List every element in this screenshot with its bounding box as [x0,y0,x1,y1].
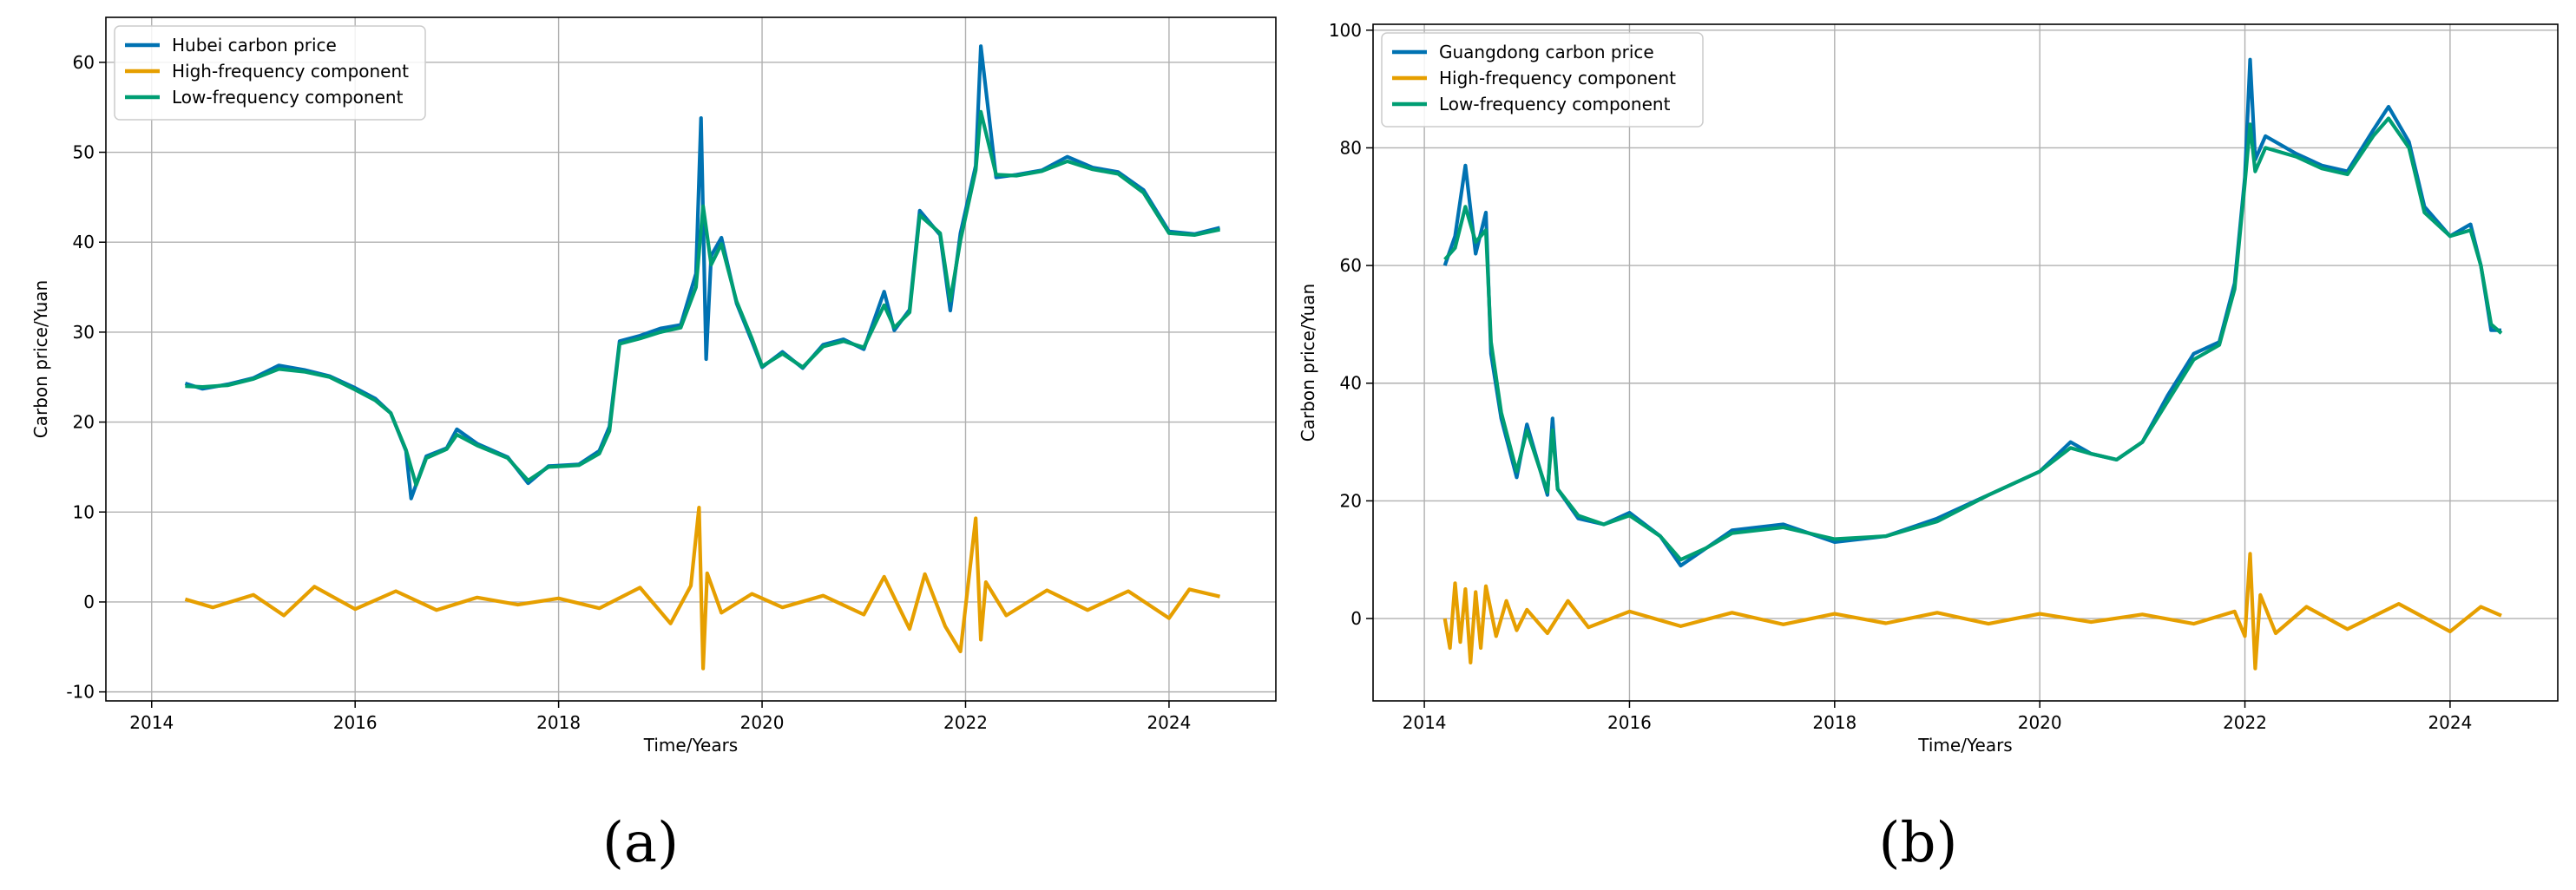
panel-b-legend-label-high: High-frequency component [1439,68,1676,88]
panel-b-xtick-label-4: 2022 [2223,712,2267,733]
panel-a-xlabel: Time/Years [643,735,738,756]
panel-b-xtick-label-1: 2016 [1607,712,1652,733]
panel-b-legend-box [1381,32,1704,128]
panel-a-legend: Hubei carbon price High-frequency compone… [114,25,426,121]
panel-a-xtick-label-0: 2014 [129,712,174,733]
panel-a-xtick-label-3: 2020 [740,712,785,733]
panel-b-legend: Guangdong carbon price High-frequency com… [1381,32,1704,128]
panel-a-ytick-label-1: 0 [83,592,95,612]
panel-b-legend-label-price: Guangdong carbon price [1439,42,1654,62]
panel-a-xtick-label-1: 2016 [333,712,378,733]
panel-b-ytick-label-0: 0 [1350,608,1362,629]
panel-b-series-price-line [1442,57,2501,568]
panel-b-legend-label-low: Low-frequency component [1439,94,1671,115]
panel-a-ytick-label-7: 60 [73,52,95,73]
panel-b-ytick-label-3: 60 [1340,255,1362,276]
panel-b-xlabel: Time/Years [1917,735,2012,756]
panel-b-axes-frame [1372,23,2559,702]
panel-a-ytick-label-5: 40 [73,232,95,252]
panel-b-ytick-label-1: 20 [1340,490,1362,511]
panel-b-caption: (b) [1879,811,1958,875]
panel-b-series-high-line [1442,552,2502,671]
panel-b-xtick-label-3: 2020 [2018,712,2062,733]
panel-a: (a) 2014 2016 2018 2020 2022 2024 -10 0 10 20 30 40… [30,16,1277,875]
panel-a-xtick-label-4: 2022 [943,712,988,733]
panel-b-ytick-label-4: 80 [1340,137,1362,158]
panel-a-legend-label-low: Low-frequency component [172,87,404,108]
panel-b: (b) 2014 2016 2018 2020 2022 2024 0 20 40 60 80 100… [1298,20,2559,875]
panel-a-ylabel: Carbon price/Yuan [30,280,51,438]
panel-b-series-low-line [1443,116,2503,562]
panel-b-ytick-label-5: 100 [1329,20,1362,41]
panel-b-xtick-label-2: 2018 [1812,712,1856,733]
panel-a-ytick-label-2: 10 [73,501,95,522]
panel-a-series-low-line [185,109,1220,488]
panel-a-ytick-label-3: 20 [73,412,95,433]
panel-a-legend-label-high: High-frequency component [172,61,409,82]
panel-b-xtick-label-0: 2014 [1403,712,1447,733]
panel-a-xtick-label-2: 2018 [536,712,581,733]
panel-a-series-high-line [184,506,1220,671]
panel-b-ytick-label-2: 40 [1340,373,1362,394]
panel-a-legend-label-price: Hubei carbon price [172,35,337,56]
panel-b-ylabel: Carbon price/Yuan [1298,284,1318,442]
panel-a-xtick-label-5: 2024 [1147,712,1191,733]
panel-a-caption: (a) [602,811,679,875]
panel-a-ytick-label-4: 30 [73,322,95,343]
panel-b-xtick-label-5: 2024 [2428,712,2472,733]
panel-a-legend-box [114,25,426,121]
panel-a-ytick-label-6: 50 [73,142,95,163]
panel-a-ytick-label-0: -10 [66,682,95,703]
panel-a-axes-frame [105,16,1277,702]
